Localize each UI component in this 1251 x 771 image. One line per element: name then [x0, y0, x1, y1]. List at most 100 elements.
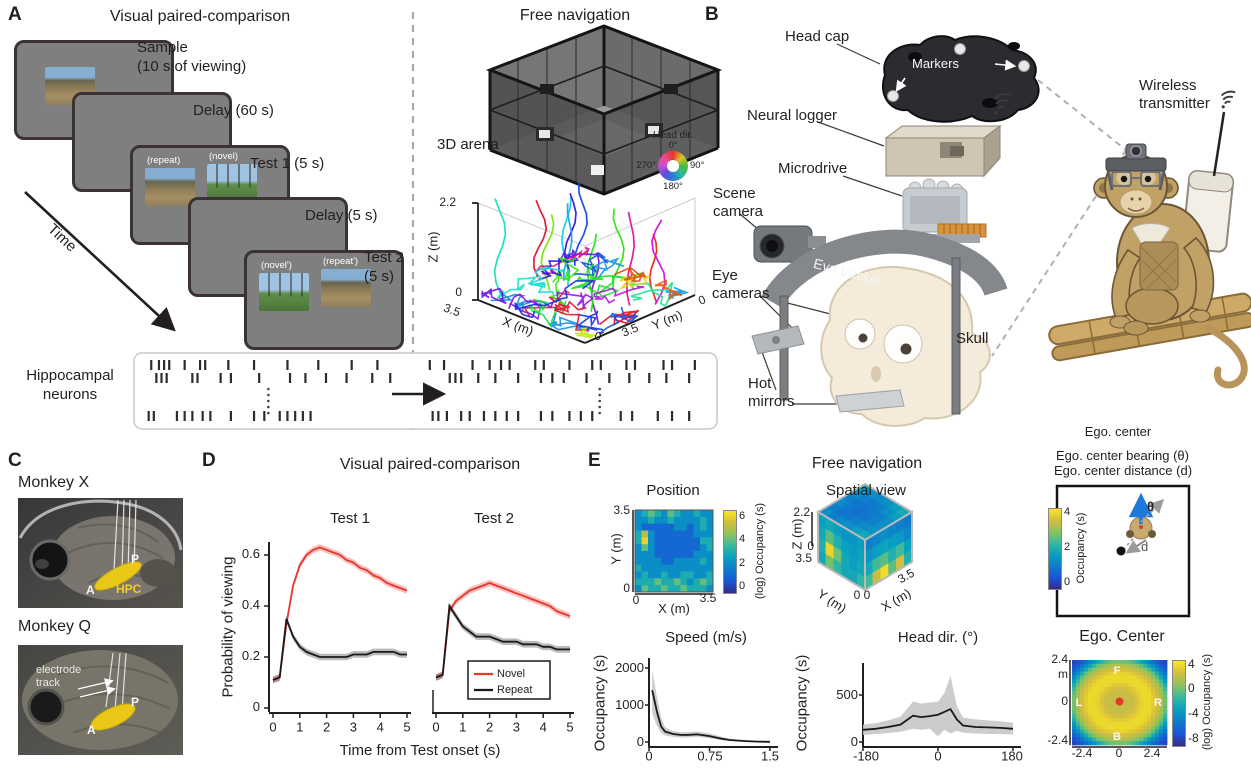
test1-subplot-title: Test 1 [329, 510, 371, 527]
d-xtick: 0 [269, 719, 277, 735]
mri1-a: A [86, 583, 95, 597]
ego-cb-0: 0 [1188, 681, 1195, 695]
test2-repeat-image [321, 269, 371, 307]
head-cap-label: Head cap [785, 28, 850, 45]
position-xlabel: X (m) [658, 601, 690, 616]
wireless-label-2: transmitter [1139, 95, 1210, 112]
d-xtick: 1 [296, 719, 304, 735]
markers-label: Markers [912, 56, 959, 71]
ego-cb-m4: -4 [1188, 706, 1199, 720]
headdir-x0: 0 [934, 748, 942, 764]
hpc-highlight [90, 703, 136, 731]
screen-test2: (novel') (repeat') [244, 250, 404, 350]
mri2-electrode: electrode [36, 664, 82, 676]
d-xtick: 3 [512, 719, 521, 735]
d-xtick: 4 [376, 719, 384, 735]
raster-label-2: neurons [42, 386, 98, 403]
hot-mirrors-label-1: Hot [748, 375, 772, 392]
headdir-x180: 180 [1001, 748, 1023, 764]
ego-schematic-title: Ego. center [1084, 424, 1152, 439]
ego-x0: 0 [1115, 746, 1123, 760]
test2-duration: (5 s) [364, 268, 394, 285]
test2-subplot-title: Test 2 [473, 510, 515, 527]
scene-camera-label-2: camera [713, 203, 764, 220]
tag-novel2: (novel') [261, 260, 292, 271]
panel-label-c: C [8, 450, 22, 471]
arena-center-dot [1116, 546, 1126, 556]
wheel-hole [667, 160, 679, 172]
mri2-a: A [87, 723, 96, 737]
mri-monkey-x [18, 498, 183, 608]
d-ytick: 0.6 [241, 546, 260, 561]
scene-camera-label-1: Scene [713, 185, 756, 202]
spatial-y1: 3.5 [795, 551, 812, 565]
d-xtick: 5 [403, 719, 411, 735]
ego-r: R [1154, 697, 1162, 709]
position-x1: 3.5 [699, 591, 717, 605]
ego-y24: 2.4 [1051, 652, 1068, 666]
skull-and-eye-tracker [751, 229, 1008, 427]
ego-bearing-label: Ego. center bearing (θ) [1056, 448, 1189, 463]
headdir-ylabel: Occupancy (s) [793, 654, 811, 752]
headdir-y0: 0 [850, 734, 858, 749]
hot-mirror-2 [835, 389, 905, 413]
test1-repeat-image [145, 168, 195, 206]
speed-y2000: 2000 [615, 660, 644, 675]
ego-map-title: Ego. Center [1079, 628, 1165, 645]
d-ytick: 0.2 [241, 648, 260, 663]
ego-ym24: -2.4 [1047, 733, 1068, 747]
monkey-cartoon [1048, 90, 1251, 389]
test2-label: Test 2 [364, 249, 405, 266]
speed-y0: 0 [636, 734, 644, 749]
pos-cb-t4: 4 [739, 533, 746, 545]
mri2-track: track [36, 677, 60, 689]
eye-cameras-label-2: cameras [712, 285, 770, 302]
electrode-lines [113, 499, 137, 575]
mri1-p: P [131, 552, 140, 566]
neural-logger-label: Neural logger [747, 107, 838, 124]
head-direction-color-wheel [658, 151, 688, 181]
ego-colorbar [1172, 660, 1186, 747]
position-title: Position [646, 482, 700, 499]
spatial-zero-pair: 0 0 [853, 588, 871, 602]
ego-map-center-dot [1115, 697, 1124, 706]
headdir-y500: 500 [836, 687, 858, 702]
speed-y1000: 1000 [615, 697, 644, 712]
panel-label-b: B [705, 4, 719, 25]
sample-label: Sample [137, 39, 188, 56]
panel-label-e: E [588, 450, 601, 471]
eye-tracker-band [761, 229, 1008, 309]
position-y0: 0 [623, 581, 630, 595]
sv-cb-t4: 4 [1064, 506, 1071, 518]
legend-repeat-label: Repeat [497, 684, 533, 696]
ego-distance-label: Ego. center distance (d) [1054, 463, 1193, 478]
wheel-180: 180° [663, 181, 683, 192]
legend-box [467, 660, 551, 700]
ego-center-schematic [1055, 484, 1191, 618]
ego-cb-m8: -8 [1188, 731, 1199, 745]
legend-novel-label: Novel [497, 668, 526, 680]
d-ytick: 0.4 [241, 597, 260, 612]
speed-x0: 0 [645, 748, 653, 764]
d-xtick: 0 [432, 719, 440, 735]
test1-novel-image [207, 164, 257, 202]
wheel-90: 90° [690, 160, 705, 171]
ego-y0: 0 [1061, 694, 1068, 708]
mri1-hpc: HPC [116, 582, 142, 596]
traj-zbot: 0 [455, 285, 462, 299]
wireless-label-1: Wireless [1139, 77, 1197, 94]
theta-label: θ [1147, 499, 1155, 514]
spatial-cbar-label: Occupancy (s) [1075, 512, 1087, 584]
bearing-dashed-arrow [1140, 498, 1165, 523]
exploded-view-dashed-connector [991, 79, 1127, 357]
spatial-colorbar [1048, 508, 1062, 590]
tag-repeat: (repeat) [147, 155, 181, 166]
microdrive-label: Microdrive [778, 160, 848, 177]
arena-monitors [536, 84, 678, 175]
speed-x075: 0.75 [697, 748, 723, 764]
ego-cb-4: 4 [1188, 657, 1195, 671]
panel-d-title: Visual paired-comparison [339, 456, 521, 473]
raster-label-1: Hippocampal [26, 367, 114, 384]
